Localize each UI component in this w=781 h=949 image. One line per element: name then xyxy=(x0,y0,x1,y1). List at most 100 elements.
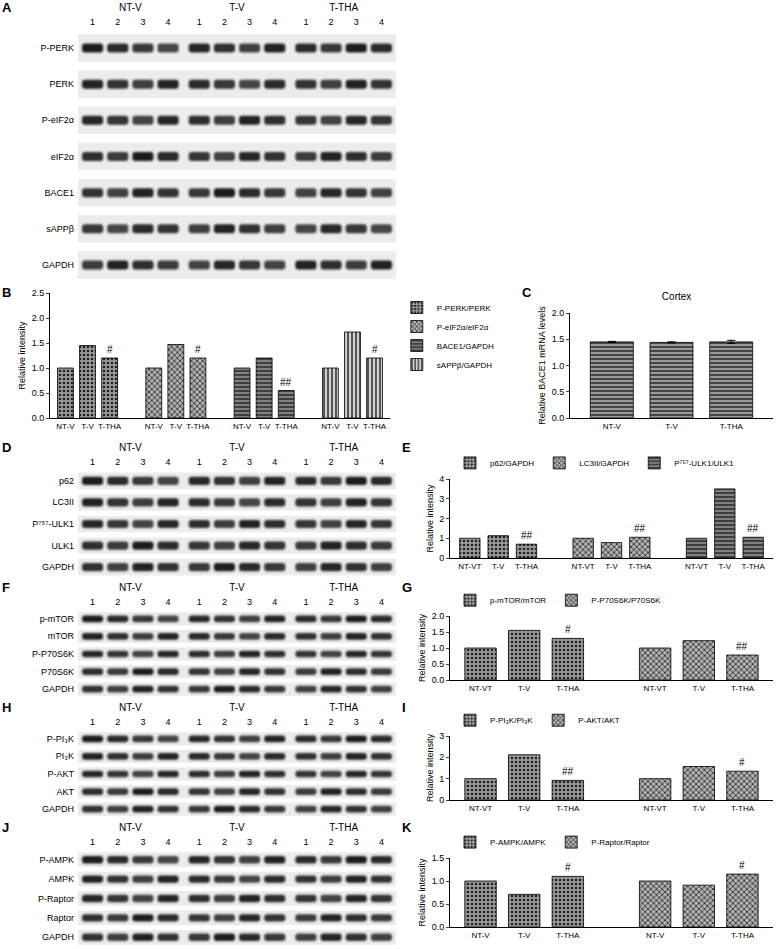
svg-text:PERK: PERK xyxy=(49,79,74,89)
svg-text:1.0: 1.0 xyxy=(432,643,445,653)
svg-text:NT-V: NT-V xyxy=(119,582,142,593)
svg-text:1: 1 xyxy=(197,17,202,27)
svg-text:T-V: T-V xyxy=(81,422,94,431)
svg-text:T-THA: T-THA xyxy=(556,931,580,940)
svg-text:NT-V: NT-V xyxy=(646,931,665,940)
svg-text:3: 3 xyxy=(140,837,145,847)
svg-text:2.0: 2.0 xyxy=(552,308,565,318)
svg-text:T-THA: T-THA xyxy=(329,582,358,593)
svg-text:1.5: 1.5 xyxy=(432,627,445,637)
svg-text:P-PI₃K/PI₃K: P-PI₃K/PI₃K xyxy=(490,716,533,725)
svg-text:3: 3 xyxy=(247,837,252,847)
svg-text:mTOR: mTOR xyxy=(48,631,75,641)
svg-text:##: ## xyxy=(736,641,748,652)
svg-text:T-THA: T-THA xyxy=(329,2,358,13)
svg-text:0.5: 0.5 xyxy=(432,659,445,669)
svg-text:1: 1 xyxy=(90,837,95,847)
svg-text:T-THA: T-THA xyxy=(329,702,358,713)
svg-text:1: 1 xyxy=(439,774,444,784)
svg-text:4: 4 xyxy=(379,717,384,727)
svg-text:NT-V: NT-V xyxy=(56,422,75,431)
svg-text:1: 1 xyxy=(303,837,308,847)
svg-text:3: 3 xyxy=(140,717,145,727)
svg-text:4: 4 xyxy=(272,17,277,27)
svg-text:p62/GAPDH: p62/GAPDH xyxy=(490,459,534,468)
svg-text:#: # xyxy=(372,344,378,355)
svg-text:2: 2 xyxy=(439,514,444,524)
svg-text:NT-VT: NT-VT xyxy=(469,804,492,813)
svg-text:Raptor: Raptor xyxy=(47,913,74,923)
svg-text:BACE1: BACE1 xyxy=(44,188,74,198)
svg-text:T-V: T-V xyxy=(518,804,531,813)
svg-text:1: 1 xyxy=(197,837,202,847)
svg-text:T-V: T-V xyxy=(229,442,245,453)
svg-text:p-mTOR/mTOR: p-mTOR/mTOR xyxy=(490,596,546,605)
svg-text:1.5: 1.5 xyxy=(432,853,445,863)
svg-text:1.5: 1.5 xyxy=(552,334,565,344)
svg-text:3: 3 xyxy=(439,494,444,504)
svg-text:T-THA: T-THA xyxy=(731,804,755,813)
svg-text:2: 2 xyxy=(439,752,444,762)
svg-text:T-THA: T-THA xyxy=(98,422,122,431)
svg-text:2: 2 xyxy=(329,597,334,607)
svg-text:P-AKT: P-AKT xyxy=(47,769,74,779)
svg-text:0.0: 0.0 xyxy=(432,675,445,685)
svg-text:##: ## xyxy=(747,523,759,534)
svg-text:T-V: T-V xyxy=(229,822,245,833)
svg-text:#: # xyxy=(565,624,571,635)
svg-text:T-THA: T-THA xyxy=(556,684,580,693)
svg-text:1: 1 xyxy=(197,457,202,467)
svg-text:#: # xyxy=(195,344,201,355)
svg-text:1: 1 xyxy=(90,717,95,727)
svg-text:T-THA: T-THA xyxy=(515,562,539,571)
svg-text:2: 2 xyxy=(329,837,334,847)
svg-text:0.0: 0.0 xyxy=(552,413,565,423)
svg-text:##: ## xyxy=(521,530,533,541)
svg-text:NT-VT: NT-VT xyxy=(469,684,492,693)
svg-text:0.5: 0.5 xyxy=(32,388,45,398)
svg-text:1.5: 1.5 xyxy=(32,338,45,348)
svg-text:T-THA: T-THA xyxy=(186,422,210,431)
svg-text:2: 2 xyxy=(115,457,120,467)
svg-text:Relative intensity: Relative intensity xyxy=(425,733,435,802)
svg-text:GAPDH: GAPDH xyxy=(42,804,74,814)
svg-text:NT-V: NT-V xyxy=(471,931,490,940)
svg-text:0: 0 xyxy=(439,795,444,805)
svg-text:4: 4 xyxy=(272,717,277,727)
svg-text:T-V: T-V xyxy=(229,582,245,593)
svg-text:T-THA: T-THA xyxy=(556,804,580,813)
svg-text:0.0: 0.0 xyxy=(32,413,45,423)
svg-text:P-PERK/PERK: P-PERK/PERK xyxy=(437,304,491,313)
svg-text:3: 3 xyxy=(247,457,252,467)
svg-text:2: 2 xyxy=(329,457,334,467)
svg-text:3: 3 xyxy=(140,457,145,467)
svg-text:1.0: 1.0 xyxy=(552,361,565,371)
svg-text:Relative intensity: Relative intensity xyxy=(417,613,427,682)
svg-text:4: 4 xyxy=(166,17,171,27)
svg-text:1: 1 xyxy=(303,17,308,27)
svg-text:T-V: T-V xyxy=(693,684,706,693)
svg-text:2: 2 xyxy=(115,717,120,727)
svg-text:#: # xyxy=(739,860,745,871)
svg-text:1: 1 xyxy=(90,597,95,607)
svg-text:0: 0 xyxy=(439,553,444,563)
svg-text:P-P70S6K: P-P70S6K xyxy=(32,649,74,659)
svg-text:2: 2 xyxy=(222,457,227,467)
svg-text:P-Raptor/Raptor: P-Raptor/Raptor xyxy=(591,838,650,847)
svg-text:NT-V: NT-V xyxy=(119,2,142,13)
svg-text:P70S6K: P70S6K xyxy=(41,667,74,677)
svg-text:3: 3 xyxy=(247,597,252,607)
svg-text:Cortex: Cortex xyxy=(662,291,691,302)
svg-text:##: ## xyxy=(562,766,574,777)
svg-text:NT-V: NT-V xyxy=(119,822,142,833)
svg-text:PI₃K: PI₃K xyxy=(56,751,74,761)
svg-text:1: 1 xyxy=(90,457,95,467)
svg-text:NT-V: NT-V xyxy=(603,422,622,431)
svg-text:P⁷⁵⁷-ULK1/ULK1: P⁷⁵⁷-ULK1/ULK1 xyxy=(674,459,734,468)
svg-text:p-mTOR: p-mTOR xyxy=(40,614,75,624)
svg-text:2: 2 xyxy=(222,717,227,727)
svg-text:2: 2 xyxy=(115,597,120,607)
svg-text:p62: p62 xyxy=(59,476,74,486)
svg-text:1: 1 xyxy=(90,17,95,27)
svg-text:1.0: 1.0 xyxy=(432,876,445,886)
